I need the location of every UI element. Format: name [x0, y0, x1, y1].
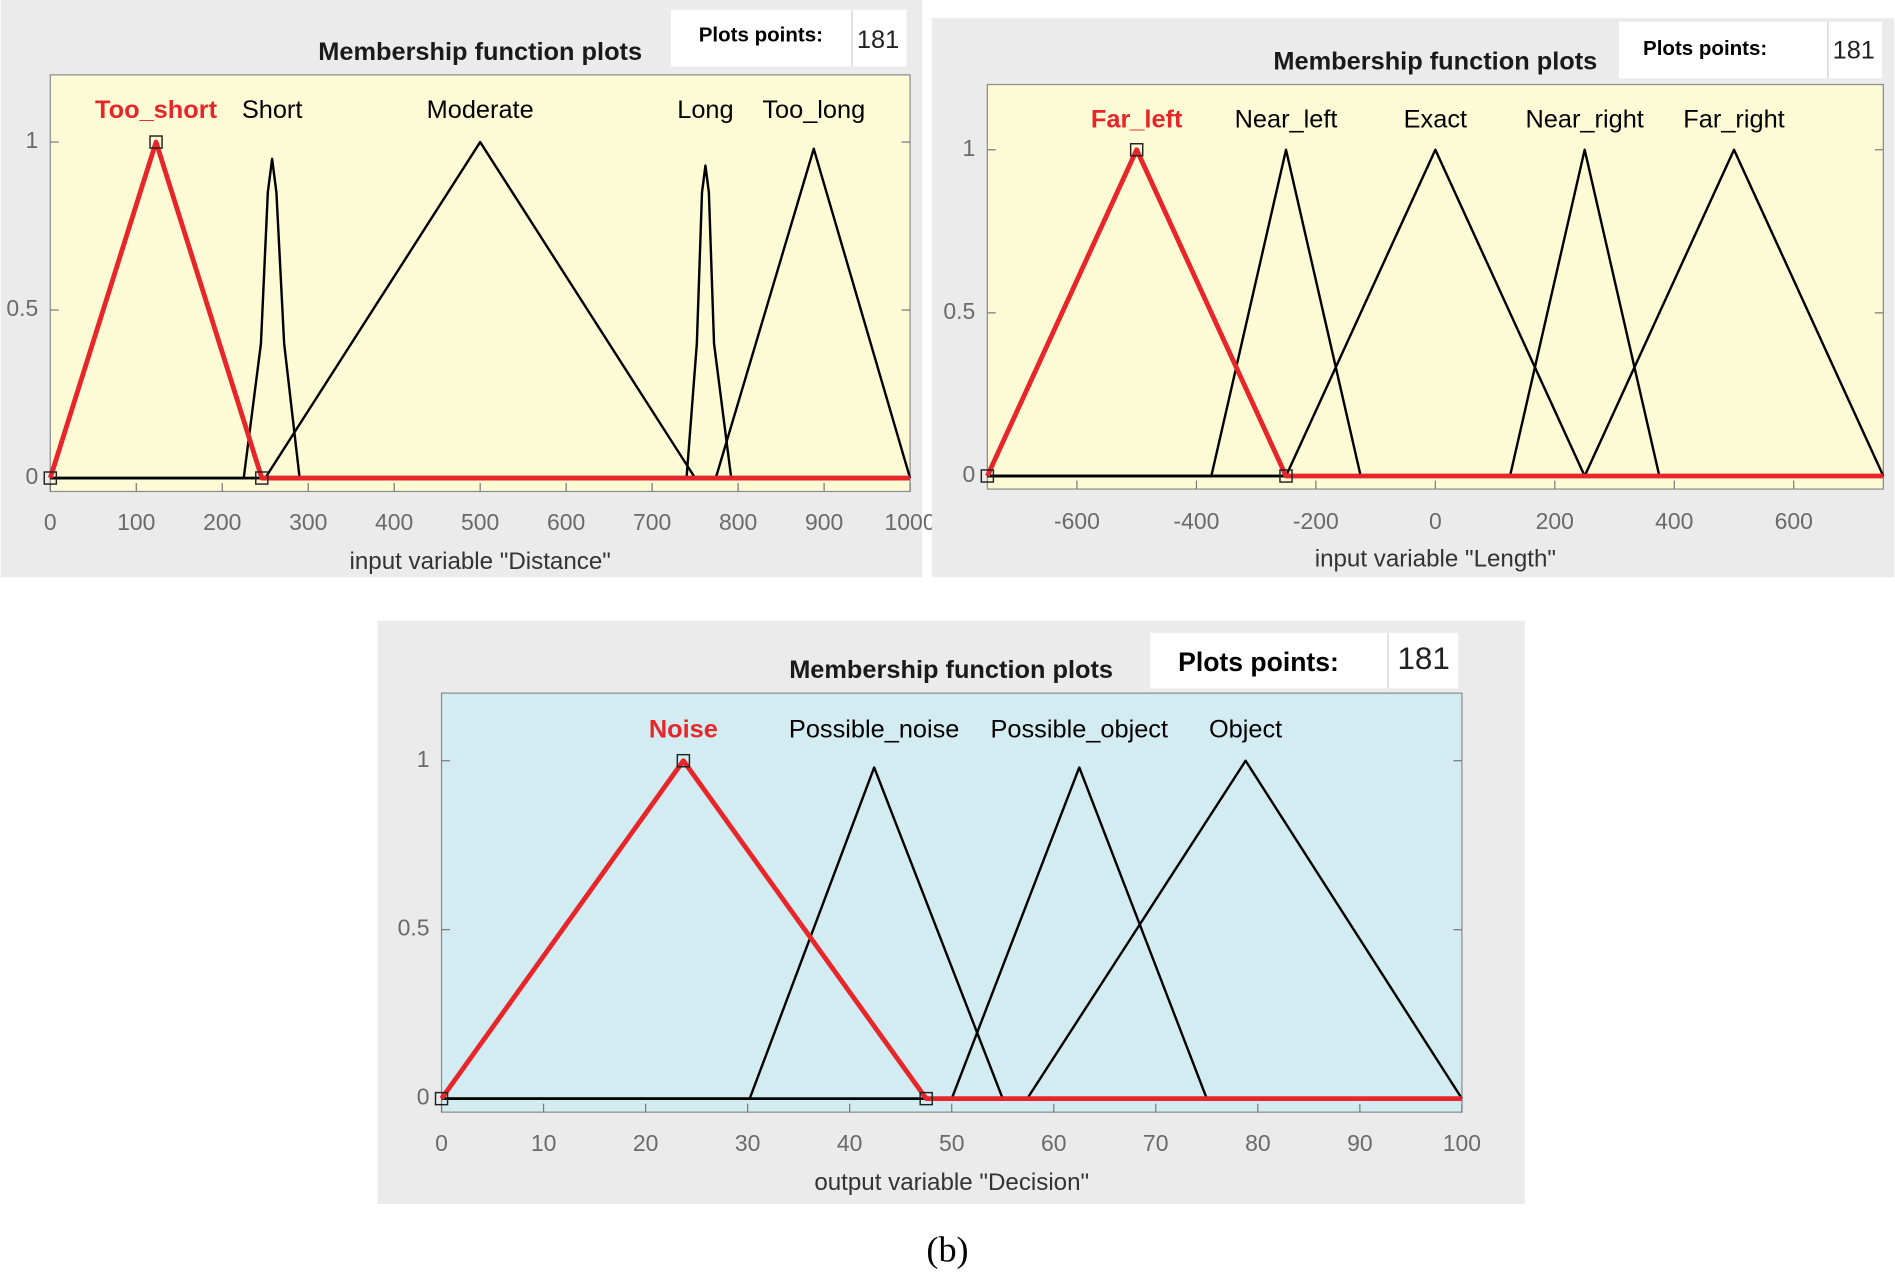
x-tick-label: 80: [1245, 1130, 1271, 1156]
x-tick-label: 40: [837, 1130, 863, 1156]
x-axis-label: input variable "Distance": [349, 548, 610, 575]
mf-label[interactable]: Moderate: [427, 96, 534, 124]
chart-title: Membership function plots: [318, 38, 642, 66]
y-tick-label: 0.5: [6, 295, 38, 321]
caption: (b): [926, 1230, 968, 1270]
mf-label[interactable]: Too_long: [762, 96, 865, 124]
plot-points-label: Plots points:: [699, 24, 823, 47]
membership-line: [47, 139, 911, 481]
vertex-handle[interactable]: [43, 471, 58, 485]
x-axis-label: input variable "Length": [1315, 546, 1556, 573]
vertex-handle[interactable]: [980, 469, 995, 483]
vertex-handle[interactable]: [1279, 469, 1293, 483]
vertex-handle[interactable]: [255, 471, 269, 485]
membership-plot: Membership function plots Plots points: 18…: [931, 18, 1895, 578]
mf-label[interactable]: Object: [1209, 715, 1282, 743]
x-tick-label: 200: [203, 509, 241, 535]
mf-label[interactable]: Long: [677, 96, 733, 124]
chart-title: Membership function plots: [1273, 47, 1597, 75]
vertex-handle[interactable]: [1129, 143, 1144, 157]
x-tick-label: 100: [117, 509, 155, 535]
y-tick-label: 0.5: [398, 915, 430, 941]
membership-line: [985, 147, 1884, 479]
vertex-handle[interactable]: [676, 753, 691, 768]
x-tick-label: 0: [435, 1130, 448, 1156]
mf-label[interactable]: Near_right: [1526, 105, 1644, 133]
x-tick-label: 700: [633, 509, 671, 535]
axes-area: [49, 74, 911, 493]
membership-line: [439, 758, 1462, 1102]
x-tick-label: -600: [1054, 508, 1100, 534]
mf-label[interactable]: Far_right: [1683, 105, 1784, 133]
plot-points-box: [1150, 632, 1459, 689]
x-tick-label: 50: [939, 1130, 965, 1156]
y-tick-label: 0: [963, 461, 976, 487]
membership-line: [50, 164, 911, 480]
mf-label[interactable]: Possible_noise: [789, 715, 959, 743]
y-tick-label: 1: [417, 746, 430, 772]
x-tick-label: 400: [1655, 508, 1693, 534]
mf-label[interactable]: Possible_object: [991, 715, 1169, 743]
x-tick-label: -200: [1293, 508, 1339, 534]
y-tick-label: 0.5: [943, 298, 975, 324]
vertex-handle[interactable]: [149, 135, 163, 149]
x-tick-label: 900: [805, 509, 843, 535]
x-tick-label: 500: [461, 509, 499, 535]
vertex-handle[interactable]: [919, 1091, 933, 1106]
x-tick-label: 400: [375, 509, 413, 535]
x-tick-label: 0: [1429, 508, 1442, 534]
x-tick-label: 60: [1041, 1130, 1067, 1156]
x-tick-label: 30: [735, 1130, 761, 1156]
x-tick-label: 600: [547, 509, 585, 535]
plot-points-box: [1618, 21, 1883, 79]
plot-points-box: [670, 9, 907, 67]
mf-label[interactable]: Far_left: [1091, 105, 1183, 133]
x-tick-label: 600: [1775, 508, 1813, 534]
mf-label[interactable]: Noise: [649, 715, 718, 743]
x-tick-label: 0: [44, 509, 57, 535]
plot-points-value[interactable]: 181: [1833, 37, 1875, 65]
mf-label[interactable]: Short: [242, 96, 303, 124]
x-tick-label: 800: [719, 509, 757, 535]
plot-points-value[interactable]: 181: [1397, 641, 1449, 676]
plot-points-label: Plots points:: [1643, 37, 1767, 60]
x-tick-label: 100: [1443, 1130, 1481, 1156]
y-tick-label: 0: [417, 1084, 430, 1110]
x-axis-label: output variable "Decision": [814, 1169, 1089, 1196]
x-tick-label: -400: [1173, 508, 1219, 534]
x-tick-label: 90: [1347, 1130, 1373, 1156]
y-tick-label: 1: [963, 135, 976, 161]
plot-points-value[interactable]: 181: [857, 26, 899, 54]
vertex-handle[interactable]: [434, 1091, 449, 1106]
y-tick-label: 1: [25, 127, 38, 153]
x-tick-label: 200: [1536, 508, 1574, 534]
axes-area: [440, 692, 1463, 1113]
plot-points-label: Plots points:: [1178, 647, 1339, 677]
x-tick-label: 300: [289, 509, 327, 535]
mf-label[interactable]: Near_left: [1235, 105, 1338, 133]
x-tick-label: 20: [633, 1130, 659, 1156]
membership-line: [441, 759, 1463, 1100]
axes-area: [986, 83, 1884, 490]
x-tick-label: 10: [531, 1130, 557, 1156]
y-tick-label: 0: [25, 463, 38, 489]
x-tick-label: 1000: [885, 509, 936, 535]
chart-title: Membership function plots: [789, 656, 1113, 684]
x-tick-label: 70: [1143, 1130, 1169, 1156]
mf-label[interactable]: Too_short: [95, 96, 218, 124]
mf-label[interactable]: Exact: [1404, 105, 1467, 133]
